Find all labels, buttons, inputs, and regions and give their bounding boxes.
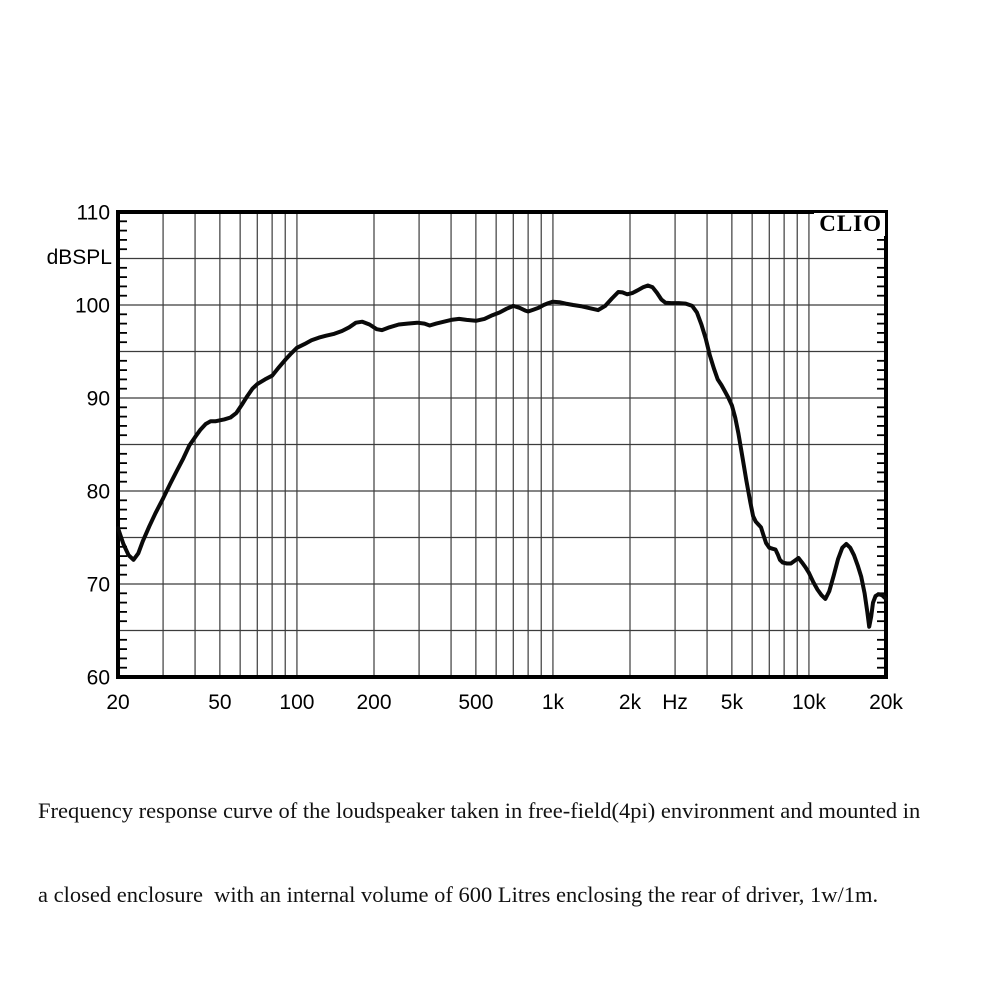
caption-line-2: a closed enclosure with an internal volu…: [38, 882, 879, 907]
clio-logo: CLIO: [814, 212, 885, 236]
y-axis-unit-label: dBSPL: [47, 246, 112, 269]
y-tick-label: 80: [87, 480, 110, 503]
x-tick-label: 100: [279, 691, 314, 714]
y-tick-label: 110: [77, 201, 110, 224]
x-tick-label: 5k: [721, 691, 744, 714]
y-tick-label: 90: [87, 387, 110, 410]
x-axis-unit-label: Hz: [662, 691, 688, 714]
response-curve: [116, 283, 888, 629]
x-tick-label: 10k: [792, 691, 826, 714]
x-tick-label: 500: [458, 691, 493, 714]
y-tick-label: 60: [87, 666, 110, 689]
plot-border: [116, 210, 888, 679]
x-tick-label: 50: [208, 691, 231, 714]
caption-line-1: Frequency response curve of the loudspea…: [38, 798, 921, 823]
chart-caption: Frequency response curve of the loudspea…: [38, 741, 978, 965]
y-tick-label: 100: [75, 294, 110, 317]
x-tick-label: 1k: [542, 691, 565, 714]
y-tick-label: 70: [87, 573, 110, 596]
x-tick-label: 20: [106, 691, 129, 714]
x-tick-label: 20k: [869, 691, 903, 714]
x-tick-label: 200: [356, 691, 391, 714]
x-tick-label: 2k: [619, 691, 642, 714]
